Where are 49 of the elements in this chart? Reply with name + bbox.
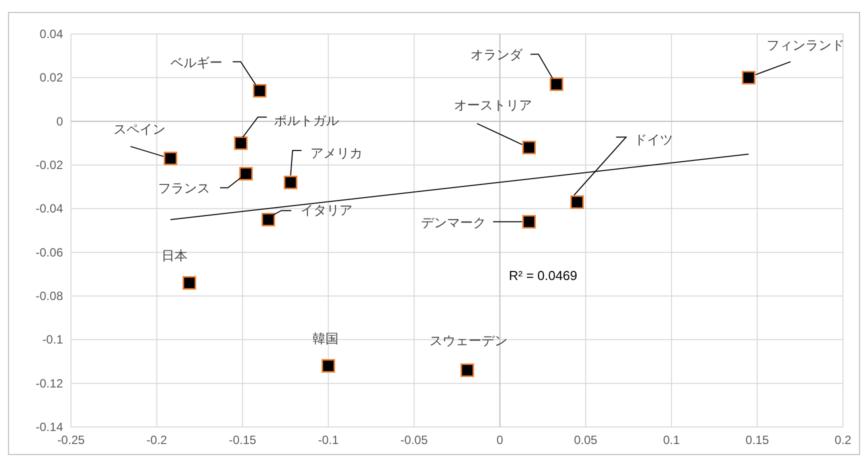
point (239, 166, 253, 180)
point (234, 136, 248, 150)
x-tick-label: -0.25 (57, 433, 85, 447)
data-label: フィンランド (766, 38, 845, 53)
data-label: ベルギー (170, 54, 223, 70)
data-label: ポルトガル (274, 113, 339, 128)
data-label: 日本 (161, 248, 188, 263)
x-tick-label: 0.15 (746, 433, 770, 447)
x-tick-label: 0.05 (574, 433, 598, 447)
y-tick-label: -0.08 (36, 289, 64, 303)
data-label: スペイン (114, 121, 166, 136)
x-tick-label: -0.15 (228, 433, 257, 447)
data-label: ドイツ (634, 132, 674, 148)
data-label: 韓国 (312, 330, 338, 346)
y-tick-label: -0.02 (36, 158, 64, 172)
point (550, 77, 564, 91)
y-tick-label: -0.12 (36, 376, 64, 390)
data-label: スウェーデン (429, 333, 508, 348)
data-label: アメリカ (310, 145, 363, 160)
data-label: オーストリア (454, 98, 532, 113)
point (522, 215, 536, 229)
x-tick-label: 0.2 (834, 433, 852, 447)
point (262, 212, 276, 226)
y-tick-label: 0 (56, 114, 64, 128)
point (182, 276, 196, 290)
x-tick-label: 0.1 (663, 433, 680, 447)
x-tick-label: -0.2 (146, 433, 168, 447)
y-tick-label: -0.14 (36, 420, 64, 434)
point (570, 195, 584, 209)
x-tick-label: -0.05 (400, 433, 428, 447)
data-label: フランス (158, 180, 210, 196)
data-label: イタリア (300, 202, 352, 218)
y-tick-label: -0.04 (36, 202, 64, 216)
point (284, 176, 298, 190)
x-tick-label: 0 (496, 433, 504, 447)
annotation: R² = 0.0469 (508, 268, 578, 284)
y-tick-label: 0.04 (40, 27, 64, 41)
point (742, 70, 756, 84)
point (322, 359, 336, 373)
x-tick-label: -0.1 (318, 433, 339, 447)
y-tick-label: -0.1 (42, 332, 64, 347)
y-tick-label: 0.02 (40, 70, 64, 85)
point (522, 140, 536, 154)
point (164, 152, 178, 166)
y-tick-label: -0.06 (36, 245, 64, 260)
data-label: デンマーク (421, 214, 486, 230)
point (252, 84, 266, 98)
point (460, 363, 474, 377)
data-label: オランダ (470, 47, 524, 62)
